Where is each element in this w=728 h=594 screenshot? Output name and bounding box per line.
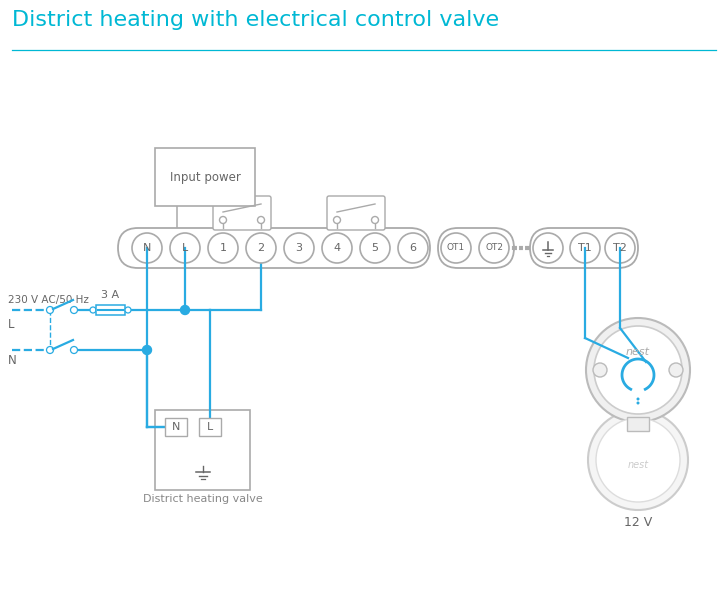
Circle shape — [533, 233, 563, 263]
Text: T2: T2 — [613, 243, 627, 253]
Bar — [627, 417, 649, 431]
FancyBboxPatch shape — [438, 228, 514, 268]
Text: N: N — [172, 422, 181, 432]
Circle shape — [258, 216, 264, 223]
Text: Input power: Input power — [170, 170, 240, 184]
Circle shape — [441, 233, 471, 263]
FancyBboxPatch shape — [155, 148, 255, 206]
Text: L: L — [8, 318, 15, 330]
FancyBboxPatch shape — [199, 418, 221, 436]
Circle shape — [47, 346, 53, 353]
Text: T1: T1 — [578, 243, 592, 253]
Circle shape — [636, 397, 639, 400]
Circle shape — [360, 233, 390, 263]
Circle shape — [596, 418, 680, 502]
Circle shape — [605, 233, 635, 263]
Circle shape — [669, 363, 683, 377]
Bar — [96, 305, 125, 315]
Circle shape — [593, 363, 607, 377]
Text: L: L — [182, 243, 188, 253]
Circle shape — [246, 233, 276, 263]
Circle shape — [398, 233, 428, 263]
Text: District heating valve: District heating valve — [143, 494, 262, 504]
Text: N: N — [8, 353, 17, 366]
Circle shape — [125, 307, 131, 313]
Circle shape — [71, 346, 77, 353]
Text: nest: nest — [626, 347, 650, 357]
FancyBboxPatch shape — [213, 196, 271, 230]
Text: 6: 6 — [409, 243, 416, 253]
FancyBboxPatch shape — [165, 418, 187, 436]
Circle shape — [132, 233, 162, 263]
Text: 12 V: 12 V — [624, 516, 652, 529]
Circle shape — [90, 307, 96, 313]
Text: 4: 4 — [333, 243, 341, 253]
Text: OT1: OT1 — [447, 244, 465, 252]
Text: N: N — [143, 243, 151, 253]
Circle shape — [71, 307, 77, 314]
Circle shape — [47, 307, 53, 314]
Text: District heating with electrical control valve: District heating with electrical control… — [12, 10, 499, 30]
Circle shape — [284, 233, 314, 263]
Text: OT2: OT2 — [485, 244, 503, 252]
Circle shape — [570, 233, 600, 263]
Text: nest: nest — [628, 460, 649, 470]
Circle shape — [143, 346, 151, 355]
Text: 3: 3 — [296, 243, 303, 253]
FancyBboxPatch shape — [155, 410, 250, 490]
FancyBboxPatch shape — [118, 228, 430, 268]
Circle shape — [220, 216, 226, 223]
Circle shape — [170, 233, 200, 263]
Circle shape — [181, 305, 189, 314]
Text: 230 V AC/50 Hz: 230 V AC/50 Hz — [8, 295, 89, 305]
Text: 2: 2 — [258, 243, 264, 253]
Text: L: L — [207, 422, 213, 432]
Circle shape — [636, 402, 639, 405]
Circle shape — [586, 318, 690, 422]
FancyBboxPatch shape — [530, 228, 638, 268]
Circle shape — [588, 410, 688, 510]
Circle shape — [333, 216, 341, 223]
Text: 3 A: 3 A — [101, 290, 119, 300]
Text: 1: 1 — [220, 243, 226, 253]
Circle shape — [322, 233, 352, 263]
Text: 5: 5 — [371, 243, 379, 253]
Circle shape — [371, 216, 379, 223]
Circle shape — [594, 326, 682, 414]
Circle shape — [479, 233, 509, 263]
FancyBboxPatch shape — [327, 196, 385, 230]
Circle shape — [208, 233, 238, 263]
